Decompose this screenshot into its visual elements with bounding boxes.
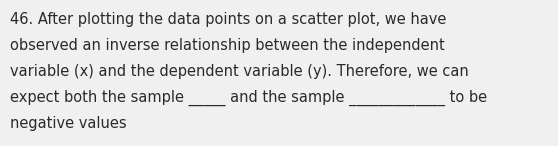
Text: negative values: negative values (10, 116, 127, 131)
Text: variable (x) and the dependent variable (y). Therefore, we can: variable (x) and the dependent variable … (10, 64, 469, 79)
Text: expect both the sample _____ and the sample _____________ to be: expect both the sample _____ and the sam… (10, 90, 487, 106)
Text: 46. After plotting the data points on a scatter plot, we have: 46. After plotting the data points on a … (10, 12, 446, 27)
Text: observed an inverse relationship between the independent: observed an inverse relationship between… (10, 38, 445, 53)
